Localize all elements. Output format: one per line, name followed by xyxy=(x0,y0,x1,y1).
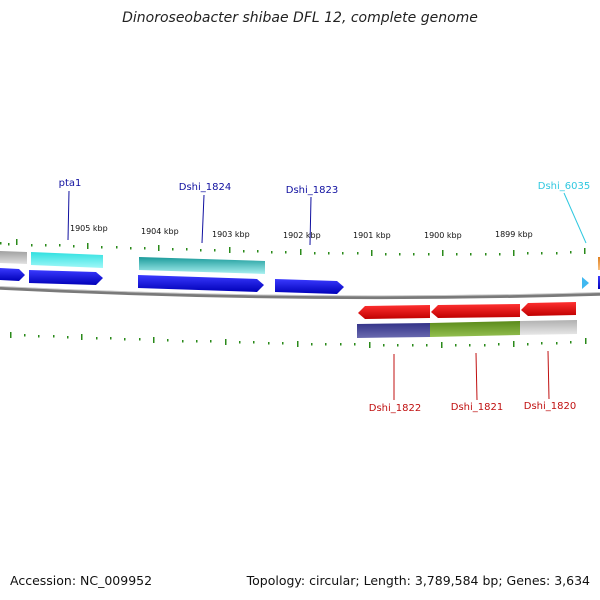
leader-dshi6035 xyxy=(563,192,587,244)
feature-cyan-pta1 xyxy=(31,252,103,268)
chromosome-backbone xyxy=(0,286,600,300)
forward-strand-genes xyxy=(0,268,600,294)
feature-gray-left xyxy=(0,251,27,264)
gene-label-dshi1824: Dshi_1824 xyxy=(179,182,231,193)
gene-label-dshi1821: Dshi_1821 xyxy=(451,402,503,413)
gene-label-pta1: pta1 xyxy=(59,178,82,189)
scale-label-1901: 1901 kbp xyxy=(353,231,391,240)
map-title: Dinoroseobacter shibae DFL 12, complete … xyxy=(122,10,478,26)
gene-arrow-pta1 xyxy=(29,270,103,285)
gene-arrow-dshi1823 xyxy=(275,279,344,294)
genome-summary-text: Topology: circular; Length: 3,789,584 bp… xyxy=(246,573,590,588)
feature-navy-dshi1822 xyxy=(357,323,430,338)
scale-label-1902: 1902 kbp xyxy=(283,231,321,240)
feature-olive-dshi1821 xyxy=(430,321,520,337)
gene-label-dshi1820: Dshi_1820 xyxy=(524,401,576,412)
chromosome-backbone-highlight xyxy=(0,286,600,297)
gene-arrow-dshi1824 xyxy=(138,275,264,292)
leader-dshi1821 xyxy=(475,352,478,401)
scale-label-1900: 1900 kbp xyxy=(424,231,462,240)
gene-arrow-edge-right xyxy=(598,276,600,289)
gene-arrow-dshi1820 xyxy=(521,302,576,316)
inner-feature-row xyxy=(357,320,577,338)
scale-label-1904: 1904 kbp xyxy=(141,227,179,236)
accession-text: Accession: NC_009952 xyxy=(10,573,153,588)
scale-label-1899: 1899 kbp xyxy=(495,230,533,239)
gene-arrow-dshi1821 xyxy=(431,304,520,318)
gene-label-dshi1823: Dshi_1823 xyxy=(286,185,338,196)
leader-dshi1823 xyxy=(309,196,312,246)
leader-dshi1824 xyxy=(201,194,205,244)
leader-dshi1820 xyxy=(547,350,550,400)
scale-labels: 1905 kbp 1904 kbp 1903 kbp 1902 kbp 1901… xyxy=(70,224,533,240)
leader-pta1 xyxy=(67,190,70,241)
reverse-strand-genes xyxy=(358,302,576,319)
scale-label-1903: 1903 kbp xyxy=(212,230,250,239)
gene-label-dshi1822: Dshi_1822 xyxy=(369,403,421,414)
gene-labels: pta1 Dshi_1824 Dshi_1823 Dshi_6035 Dshi_… xyxy=(59,178,591,414)
bottom-tick-row xyxy=(10,332,587,348)
outer-feature-row xyxy=(0,251,600,274)
gene-arrow-forward xyxy=(0,268,25,281)
leader-lines xyxy=(67,190,587,401)
gene-arrow-dshi6035 xyxy=(582,277,589,289)
gene-label-dshi6035: Dshi_6035 xyxy=(538,181,590,192)
scale-label-1905: 1905 kbp xyxy=(70,224,108,233)
feature-teal-dshi1824 xyxy=(139,257,265,274)
top-tick-row xyxy=(0,239,586,256)
feature-gray-dshi1820 xyxy=(520,320,577,335)
gene-arrow-dshi1822 xyxy=(358,305,430,319)
